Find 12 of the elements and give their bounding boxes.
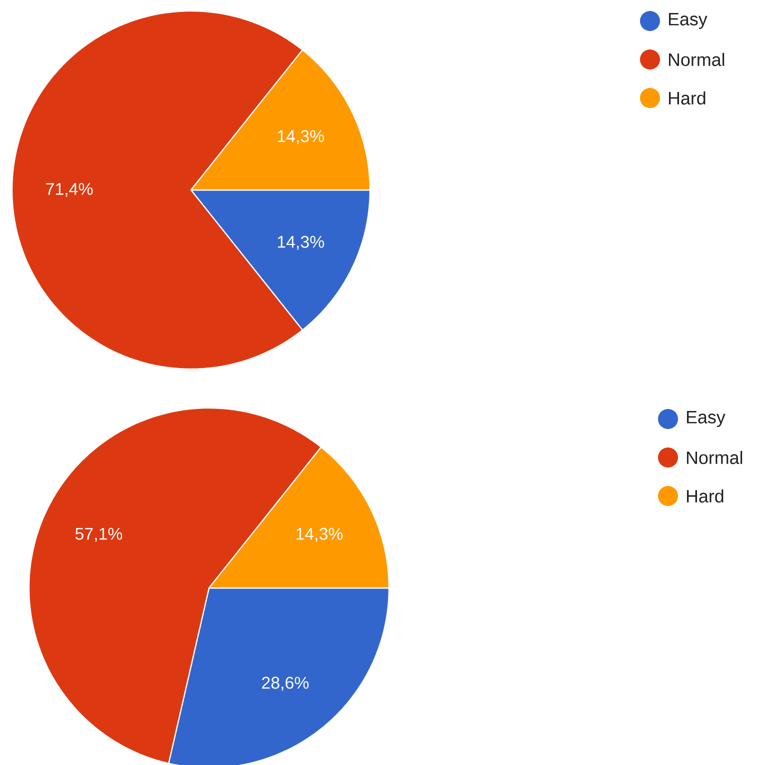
legend-label: Hard bbox=[686, 489, 724, 503]
legend-label: Normal bbox=[668, 52, 724, 66]
data-label: 14,3% bbox=[278, 130, 324, 144]
data-label: 28,6% bbox=[262, 676, 309, 691]
legend-label: Normal bbox=[686, 450, 742, 464]
legend-label: Hard bbox=[668, 91, 706, 105]
data-label: 57,1% bbox=[75, 528, 122, 542]
data-label: 71,4% bbox=[46, 183, 93, 197]
legend-label: Easy bbox=[686, 410, 726, 428]
data-label: 14,3% bbox=[278, 236, 324, 250]
data-label: 14,3% bbox=[296, 528, 343, 542]
legend-label: Easy bbox=[668, 12, 708, 30]
